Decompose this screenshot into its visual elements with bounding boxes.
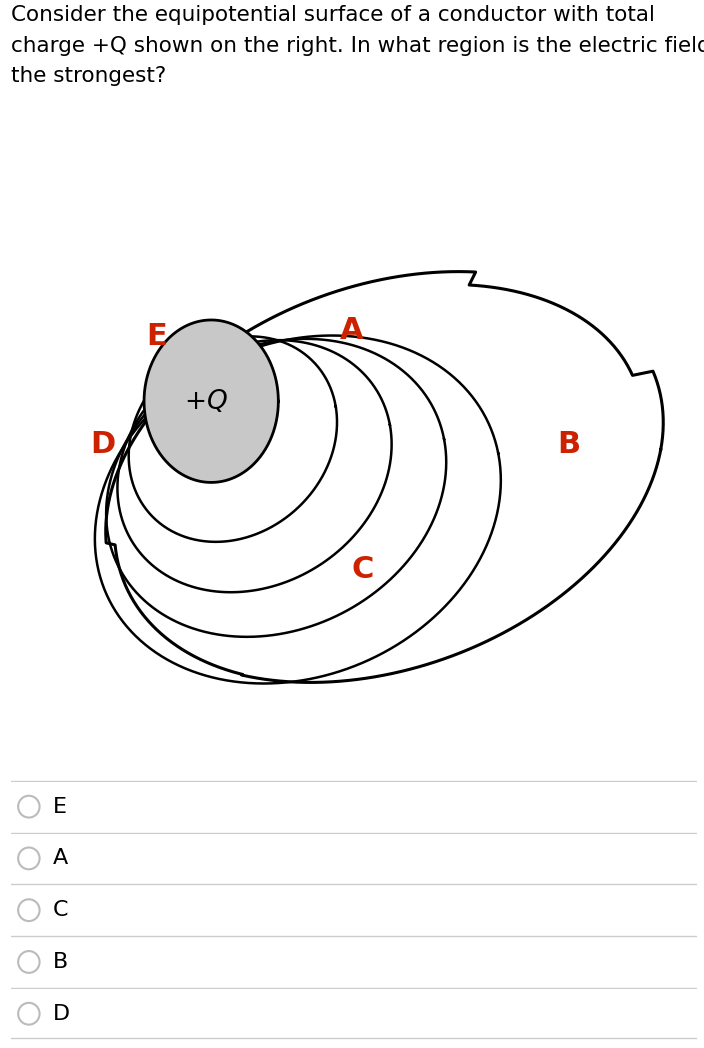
Text: B: B [557, 430, 580, 459]
Text: Consider the equipotential surface of a conductor with total
charge +Q shown on : Consider the equipotential surface of a … [11, 5, 704, 86]
Text: B: B [53, 952, 68, 971]
Text: A: A [53, 849, 68, 869]
Text: $+Q$: $+Q$ [184, 388, 227, 415]
Polygon shape [144, 320, 278, 482]
Text: A: A [340, 316, 364, 345]
Text: C: C [351, 554, 374, 584]
Text: D: D [90, 430, 115, 459]
Text: E: E [53, 796, 67, 816]
Text: C: C [53, 900, 68, 920]
Text: E: E [146, 322, 168, 351]
Text: D: D [53, 1004, 70, 1024]
